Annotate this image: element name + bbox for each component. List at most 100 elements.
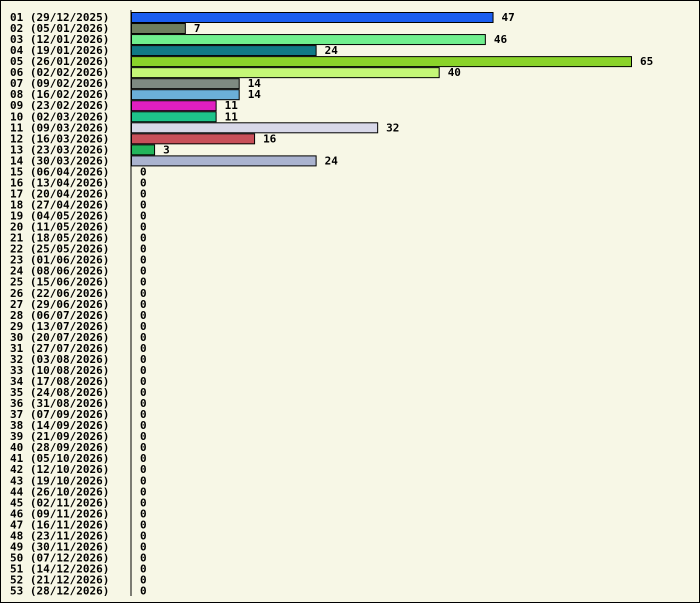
value-label: 0 xyxy=(140,243,147,256)
category-label: 50 (07/12/2026) xyxy=(10,551,109,564)
bars xyxy=(131,12,632,167)
category-label: 48 (23/11/2026) xyxy=(10,529,109,542)
bar xyxy=(131,56,632,68)
value-label: 0 xyxy=(140,507,147,520)
bar xyxy=(131,122,379,134)
category-label: 42 (12/10/2026) xyxy=(10,463,109,476)
category-label: 05 (26/01/2026) xyxy=(10,55,109,68)
category-label: 29 (13/07/2026) xyxy=(10,320,109,333)
value-labels: 4774624654014141111321632400000000000000… xyxy=(140,11,653,598)
category-label: 14 (30/03/2026) xyxy=(10,154,109,167)
category-label: 47 (16/11/2026) xyxy=(10,518,109,531)
category-label: 17 (20/04/2026) xyxy=(10,187,109,200)
value-label: 65 xyxy=(640,55,653,68)
category-label: 15 (06/04/2026) xyxy=(10,165,109,178)
value-label: 0 xyxy=(140,496,147,509)
category-label: 28 (06/07/2026) xyxy=(10,309,109,322)
value-label: 7 xyxy=(194,22,201,35)
category-label: 19 (04/05/2026) xyxy=(10,210,109,223)
category-label: 03 (12/01/2026) xyxy=(10,33,109,46)
bar xyxy=(131,23,186,35)
bar xyxy=(131,45,317,57)
value-label: 0 xyxy=(140,199,147,212)
value-label: 47 xyxy=(502,11,515,24)
value-label: 0 xyxy=(140,287,147,300)
category-label: 09 (23/02/2026) xyxy=(10,99,109,112)
category-label: 51 (14/12/2026) xyxy=(10,563,109,576)
category-label: 18 (27/04/2026) xyxy=(10,199,109,212)
category-label: 23 (01/06/2026) xyxy=(10,254,109,267)
category-label: 38 (14/09/2026) xyxy=(10,419,109,432)
value-label: 0 xyxy=(140,309,147,322)
value-label: 0 xyxy=(140,298,147,311)
value-label: 14 xyxy=(248,77,262,90)
category-label: 32 (03/08/2026) xyxy=(10,353,109,366)
bar xyxy=(131,100,217,112)
value-label: 0 xyxy=(140,452,147,465)
value-label: 0 xyxy=(140,408,147,421)
value-label: 11 xyxy=(225,99,239,112)
value-label: 14 xyxy=(248,88,262,101)
value-label: 0 xyxy=(140,574,147,587)
category-label: 43 (19/10/2026) xyxy=(10,474,109,487)
category-label: 11 (09/03/2026) xyxy=(10,121,109,134)
bar xyxy=(131,144,156,156)
value-label: 32 xyxy=(386,121,399,134)
category-label: 53 (28/12/2026) xyxy=(10,585,109,598)
value-label: 46 xyxy=(494,33,508,46)
value-label: 0 xyxy=(140,265,147,278)
category-label: 35 (24/08/2026) xyxy=(10,386,109,399)
value-label: 0 xyxy=(140,254,147,267)
value-label: 0 xyxy=(140,276,147,289)
category-label: 08 (16/02/2026) xyxy=(10,88,109,101)
value-label: 0 xyxy=(140,320,147,333)
category-label: 40 (28/09/2026) xyxy=(10,441,109,454)
value-label: 0 xyxy=(140,342,147,355)
category-label: 27 (29/06/2026) xyxy=(10,298,109,311)
value-label: 0 xyxy=(140,232,147,245)
bar xyxy=(131,12,494,23)
category-label: 22 (25/05/2026) xyxy=(10,243,109,256)
bar xyxy=(131,67,440,79)
value-label: 0 xyxy=(140,419,147,432)
category-label: 06 (02/02/2026) xyxy=(10,66,109,79)
value-label: 0 xyxy=(140,585,147,598)
category-label: 12 (16/03/2026) xyxy=(10,132,109,145)
bar xyxy=(131,78,240,90)
value-label: 0 xyxy=(140,518,147,531)
category-label: 39 (21/09/2026) xyxy=(10,430,109,443)
category-label: 20 (11/05/2026) xyxy=(10,221,109,234)
category-label: 21 (18/05/2026) xyxy=(10,232,109,245)
value-label: 0 xyxy=(140,551,147,564)
value-label: 0 xyxy=(140,563,147,576)
bar xyxy=(131,34,486,46)
category-label: 41 (05/10/2026) xyxy=(10,452,109,465)
category-label: 33 (10/08/2026) xyxy=(10,364,109,377)
category-label: 04 (19/01/2026) xyxy=(10,44,109,57)
category-label: 37 (07/09/2026) xyxy=(10,408,109,421)
category-label: 49 (30/11/2026) xyxy=(10,540,109,553)
category-labels: 01 (29/12/2025)02 (05/01/2026)03 (12/01/… xyxy=(10,11,109,598)
category-label: 10 (02/03/2026) xyxy=(10,110,109,123)
category-label: 52 (21/12/2026) xyxy=(10,574,109,587)
category-label: 25 (15/06/2026) xyxy=(10,276,109,289)
value-label: 0 xyxy=(140,176,147,189)
value-label: 0 xyxy=(140,463,147,476)
value-label: 0 xyxy=(140,540,147,553)
category-label: 30 (20/07/2026) xyxy=(10,331,109,344)
value-label: 0 xyxy=(140,210,147,223)
value-label: 0 xyxy=(140,375,147,388)
value-label: 0 xyxy=(140,221,147,234)
value-label: 40 xyxy=(448,66,461,79)
value-label: 0 xyxy=(140,397,147,410)
value-label: 0 xyxy=(140,474,147,487)
value-label: 0 xyxy=(140,364,147,377)
value-label: 0 xyxy=(140,485,147,498)
value-label: 0 xyxy=(140,331,147,344)
value-label: 0 xyxy=(140,353,147,366)
bar xyxy=(131,133,256,145)
category-label: 26 (22/06/2026) xyxy=(10,287,109,300)
value-label: 0 xyxy=(140,430,147,443)
bar xyxy=(131,155,317,167)
